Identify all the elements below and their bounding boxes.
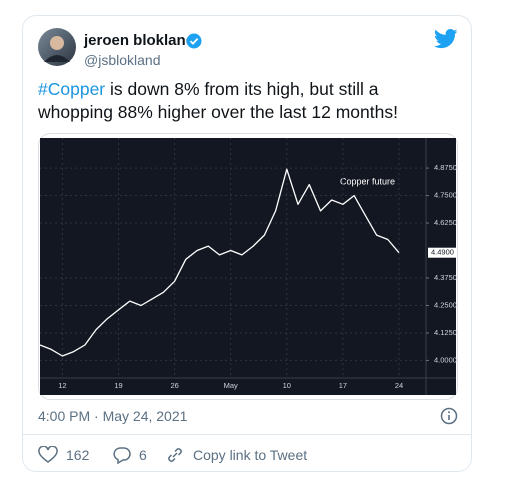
chart-image[interactable]: Copper future 4.0000 4.1250 4.2500 4.3750 4.… (38, 133, 458, 400)
x-tick-label: 12 (58, 381, 66, 390)
last-price-box (428, 247, 456, 258)
reply-icon[interactable] (112, 446, 132, 464)
copy-link[interactable]: Copy link to Tweet (193, 447, 308, 463)
y-tick-label: 4.7500 (434, 191, 457, 200)
chart-background (40, 138, 456, 395)
twitter-logo[interactable] (434, 29, 458, 49)
chart-annotation: Copper future (340, 176, 395, 186)
like-count[interactable]: 162 (66, 447, 90, 463)
reply-count[interactable]: 6 (139, 447, 147, 463)
info-icon[interactable] (440, 407, 458, 425)
author-handle[interactable]: @jsblokland (84, 52, 161, 68)
y-tick-label: 4.3750 (434, 273, 457, 282)
tweet-text: #Copper is down 8% from its high, but st… (38, 78, 438, 124)
x-tick-label: 17 (339, 381, 347, 390)
x-tick-label: 10 (283, 381, 291, 390)
tweet-body: is down 8% from its high, but still a wh… (38, 79, 398, 122)
y-tick-label: 4.1250 (434, 328, 457, 337)
x-tick-label: 26 (170, 381, 178, 390)
last-price-label: 4.4900 (431, 248, 454, 257)
x-tick-label: May (224, 381, 238, 390)
like-icon[interactable] (38, 446, 58, 464)
verified-badge (186, 33, 202, 49)
timestamp[interactable]: 4:00 PM · May 24, 2021 (38, 408, 188, 424)
hashtag[interactable]: #Copper (38, 79, 106, 99)
y-tick-label: 4.8750 (434, 163, 457, 172)
y-tick-label: 4.2500 (434, 300, 457, 309)
y-tick-label: 4.0000 (434, 355, 457, 364)
x-tick-label: 19 (114, 381, 122, 390)
tweet-card (22, 15, 472, 472)
avatar[interactable] (38, 28, 76, 66)
divider (22, 434, 472, 435)
y-tick-label: 4.6250 (434, 218, 457, 227)
x-tick-label: 24 (395, 381, 403, 390)
price-line (39, 168, 400, 357)
link-icon[interactable] (166, 446, 184, 464)
author-name[interactable]: jeroen blokland (84, 32, 195, 49)
